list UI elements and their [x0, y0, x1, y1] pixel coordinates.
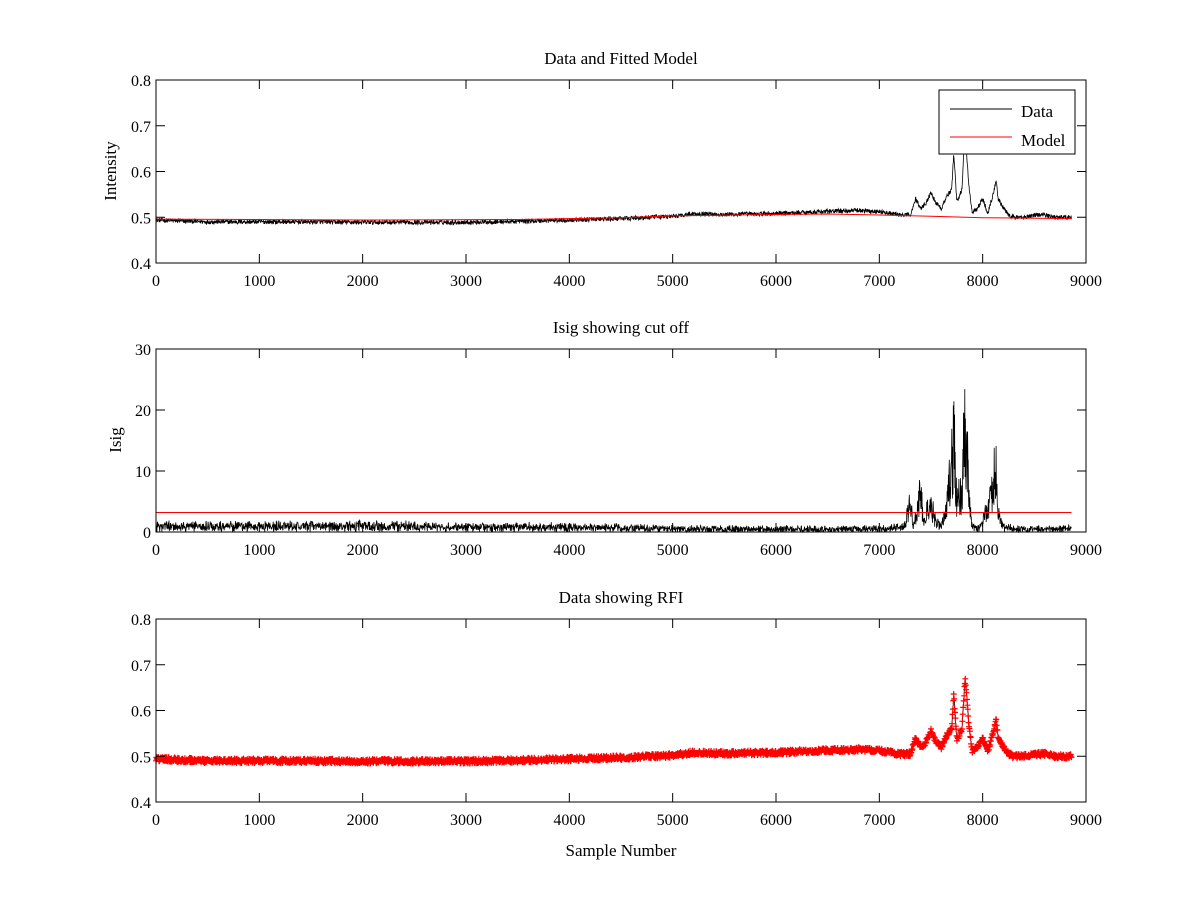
- panel-1-ylabel: Intensity: [101, 141, 120, 201]
- panel-2-plot: 0 1000 2000 3000 4000 5000 6000 7000 8000 9000 0 10…: [135, 342, 1102, 559]
- x-tick-label: 5000: [657, 812, 689, 829]
- panel-1: Data and Fitted Model Intensity 0 1000 200…: [101, 49, 1102, 290]
- x-tick-label: 6000: [760, 812, 792, 829]
- x-tick-label: 9000: [1070, 812, 1102, 829]
- x-tick-label: 0: [152, 542, 160, 559]
- panel-1-title: Data and Fitted Model: [544, 49, 698, 68]
- x-tick-label: 3000: [450, 273, 482, 290]
- x-tick-label: 5000: [657, 273, 689, 290]
- x-tick-label: 1000: [243, 812, 275, 829]
- y-tick-label: 0.8: [131, 612, 151, 629]
- panel-3-xlabel: Sample Number: [566, 841, 677, 860]
- x-tick-label: 3000: [450, 542, 482, 559]
- x-tick-label: 2000: [347, 542, 379, 559]
- y-tick-label: 0.6: [131, 165, 151, 182]
- y-tick-label: 20: [135, 403, 151, 420]
- x-tick-label: 8000: [967, 542, 999, 559]
- x-tick-label: 7000: [863, 542, 895, 559]
- x-tick-label: 5000: [657, 542, 689, 559]
- y-tick-label: 0.7: [131, 119, 151, 136]
- x-tick-label: 7000: [863, 273, 895, 290]
- x-tick-label: 9000: [1070, 273, 1102, 290]
- x-tick-label: 2000: [347, 812, 379, 829]
- legend-label-data: Data: [1021, 102, 1054, 121]
- x-tick-label: 1000: [243, 542, 275, 559]
- y-tick-label: 0.4: [131, 256, 151, 273]
- panel-1-plot: 0 1000 2000 3000 4000 5000 6000 7000 8000 9000 0.4…: [131, 73, 1102, 290]
- y-tick-label: 10: [135, 464, 151, 481]
- x-tick-label: 0: [152, 273, 160, 290]
- x-tick-label: 3000: [450, 812, 482, 829]
- legend-label-model: Model: [1021, 131, 1066, 150]
- y-tick-label: 30: [135, 342, 151, 359]
- panel-3-title: Data showing RFI: [559, 588, 684, 607]
- panel-1-legend: Data Model: [938, 89, 1076, 155]
- x-tick-label: 4000: [553, 273, 585, 290]
- panel-2: Isig showing cut off Isig 0 1000 2000 3000 4…: [106, 318, 1102, 559]
- y-tick-label: 0.4: [131, 795, 151, 812]
- y-tick-label: 0: [143, 525, 151, 542]
- x-tick-label: 4000: [553, 542, 585, 559]
- panel-2-title: Isig showing cut off: [553, 318, 689, 337]
- y-tick-label: 0.8: [131, 73, 151, 90]
- y-tick-label: 0.6: [131, 704, 151, 721]
- x-tick-label: 8000: [967, 812, 999, 829]
- x-tick-label: 9000: [1070, 542, 1102, 559]
- y-tick-label: 0.7: [131, 658, 151, 675]
- x-tick-label: 8000: [967, 273, 999, 290]
- x-tick-label: 0: [152, 812, 160, 829]
- axes-frame: [155, 348, 1087, 533]
- panel-3: Data showing RFI 0 1000 2000 3000 4000 5000 60…: [131, 588, 1102, 860]
- x-tick-label: 4000: [553, 812, 585, 829]
- legend-box: [938, 89, 1076, 155]
- panel-2-ylabel: Isig: [106, 427, 125, 453]
- x-tick-label: 1000: [243, 273, 275, 290]
- x-tick-label: 6000: [760, 542, 792, 559]
- panel-3-plot: 0 1000 2000 3000 4000 5000 6000 7000 8000 9000 0.4…: [131, 612, 1102, 829]
- x-tick-label: 7000: [863, 812, 895, 829]
- series-line: [155, 213, 1072, 221]
- y-tick-label: 0.5: [131, 749, 151, 766]
- x-tick-label: 6000: [760, 273, 792, 290]
- x-tick-label: 2000: [347, 273, 379, 290]
- y-tick-label: 0.5: [131, 210, 151, 227]
